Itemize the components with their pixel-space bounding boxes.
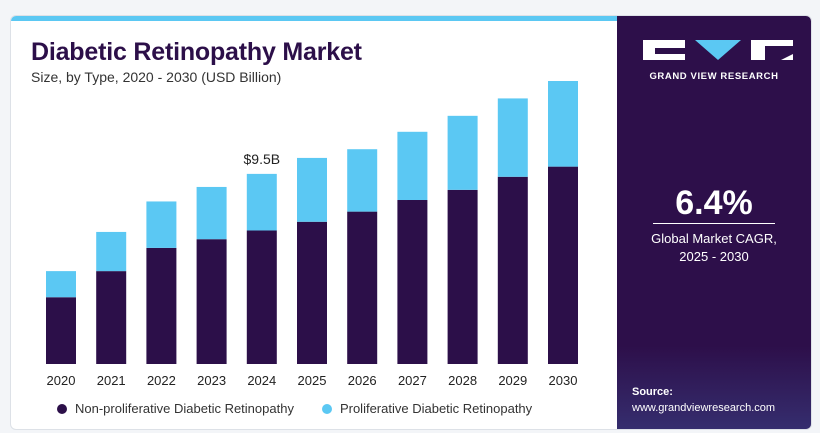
chart-subtitle: Size, by Type, 2020 - 2030 (USD Billion) [31, 69, 282, 85]
chart-card: Diabetic Retinopathy Market Size, by Typ… [10, 15, 812, 430]
source-url[interactable]: www.grandviewresearch.com [632, 402, 776, 414]
bar-proliferative-2025 [297, 157, 327, 222]
bar-proliferative-2028 [447, 115, 478, 190]
bar-non-proliferative-2024 [246, 230, 277, 364]
chart-title: Diabetic Retinopathy Market [31, 38, 362, 66]
info-panel: GRAND VIEW RESEARCH 6.4% Global Market C… [617, 16, 811, 429]
bar-proliferative-2027 [397, 131, 428, 201]
x-tick-label-2025: 2025 [298, 373, 327, 388]
bar-non-proliferative-2022 [146, 247, 177, 364]
bar-non-proliferative-2027 [397, 200, 428, 364]
bar-non-proliferative-2028 [447, 189, 478, 364]
x-tick-label-2021: 2021 [97, 373, 126, 388]
bar-proliferative-2023 [196, 186, 227, 240]
x-tick-label-2023: 2023 [197, 373, 226, 388]
source-label: Source: [632, 386, 673, 398]
brand-name: GRAND VIEW RESEARCH [649, 71, 779, 82]
bar-proliferative-2026 [347, 149, 378, 212]
x-tick-label-2022: 2022 [147, 373, 176, 388]
data-label-2024: $9.5B [244, 151, 281, 167]
legend-swatch-proliferative [321, 403, 332, 414]
bar-proliferative-2024 [246, 173, 277, 231]
legend-label-non-proliferative: Non-proliferative Diabetic Retinopathy [75, 401, 294, 416]
legend-swatch-non-proliferative [57, 403, 67, 414]
legend-item-proliferative: Proliferative Diabetic Retinopathy [321, 401, 533, 416]
bar-non-proliferative-2021 [96, 271, 127, 364]
x-tick-label-2020: 2020 [47, 373, 76, 388]
legend-label-proliferative: Proliferative Diabetic Retinopathy [339, 401, 533, 416]
cagr-label-line2: 2025 - 2030 [679, 249, 749, 264]
x-tick-label-2029: 2029 [498, 373, 527, 388]
x-tick-label-2026: 2026 [348, 373, 377, 388]
x-tick-label-2028: 2028 [448, 373, 477, 388]
bar-non-proliferative-2029 [497, 176, 528, 364]
x-tick-label-2024: 2024 [247, 373, 276, 388]
grand-view-research-logo [643, 40, 793, 60]
chart-legend: Non-proliferative Diabetic Retinopathy P… [57, 401, 532, 416]
bar-proliferative-2020 [46, 271, 76, 298]
cagr-label-line1: Global Market CAGR, [651, 231, 777, 246]
bar-non-proliferative-2020 [46, 297, 76, 364]
x-tick-label-2027: 2027 [398, 373, 427, 388]
bar-non-proliferative-2026 [347, 211, 378, 364]
bar-non-proliferative-2025 [297, 221, 327, 364]
cagr-value: 6.4% [675, 184, 753, 222]
accent-bar [11, 16, 617, 21]
bar-proliferative-2022 [146, 201, 177, 248]
bar-proliferative-2030 [548, 81, 578, 167]
panel-glow [617, 346, 811, 429]
bar-chart: 2020 2021 2022 2023 2024 $9.5B 2025 2026 2027 202… [46, 81, 578, 388]
legend-item-non-proliferative: Non-proliferative Diabetic Retinopathy [57, 401, 294, 416]
bar-non-proliferative-2030 [548, 166, 578, 364]
bar-non-proliferative-2023 [196, 239, 227, 364]
cagr-divider [653, 223, 775, 224]
x-tick-label-2030: 2030 [549, 373, 578, 388]
cagr-label: Global Market CAGR, 2025 - 2030 [617, 230, 811, 266]
bar-proliferative-2021 [96, 231, 127, 272]
bar-proliferative-2029 [497, 98, 528, 177]
